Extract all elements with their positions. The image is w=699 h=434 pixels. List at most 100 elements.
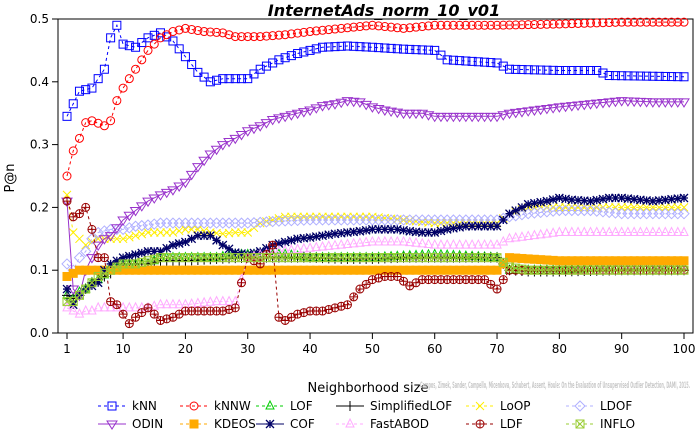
data-point-ldf [143, 303, 153, 313]
data-point-fastabod [373, 235, 384, 246]
data-point-fastabod [87, 304, 97, 315]
data-point-knnw [648, 17, 658, 27]
data-point-odin [248, 124, 260, 135]
data-point-knnw [143, 45, 153, 55]
data-point-knn [604, 71, 614, 81]
data-point-knn [311, 44, 321, 54]
data-point-ldof [79, 245, 92, 258]
data-point-knn [517, 65, 527, 75]
data-point-cof [380, 224, 390, 234]
data-point-ldof [136, 219, 148, 232]
data-point-odin [453, 112, 466, 123]
data-point-cof [430, 228, 440, 237]
data-point-fastabod [380, 235, 390, 246]
data-point-cof [461, 221, 471, 231]
data-point-cof [586, 196, 595, 206]
data-point-fastabod [68, 304, 79, 315]
x-tick-label: 50 [365, 342, 380, 356]
data-point-fastabod [616, 226, 627, 237]
data-point-odin [634, 97, 647, 108]
data-point-odin [135, 202, 148, 212]
data-point-cof [255, 246, 265, 256]
data-point-fastabod [560, 226, 571, 237]
data-point-ldf [87, 224, 97, 234]
data-point-knnw [392, 23, 402, 33]
data-point-odin [484, 112, 497, 123]
data-point-fastabod [305, 242, 315, 252]
data-point-knnw [149, 39, 159, 49]
x-tick-label: 40 [302, 342, 317, 356]
data-point-cof [361, 225, 371, 235]
x-tick-label: 70 [489, 342, 504, 356]
data-point-knnw [554, 19, 564, 29]
data-point-ldf [486, 279, 496, 289]
legend-label: COF [290, 417, 315, 431]
data-point-fastabod [193, 297, 203, 307]
data-point-knnw [199, 27, 209, 37]
data-point-loop [629, 203, 639, 212]
data-point-knn [592, 65, 602, 75]
series-markers-ldof [61, 204, 690, 276]
data-point-knnw [230, 32, 240, 42]
y-tick-label: 0.0 [30, 326, 49, 340]
data-point-knnw [623, 17, 633, 27]
data-point-knnw [598, 18, 608, 28]
data-point-knn [586, 65, 596, 75]
data-point-fastabod [442, 238, 452, 249]
series-odin [61, 97, 690, 302]
data-point-cof [324, 230, 334, 240]
data-point-odin [403, 109, 416, 120]
data-point-odin [590, 99, 603, 110]
data-point-cof [180, 237, 190, 247]
data-point-cof [193, 231, 203, 241]
data-point-ldf [342, 300, 352, 310]
data-point-ldof [73, 251, 86, 264]
data-point-odin [241, 127, 254, 137]
data-point-odin [341, 97, 354, 107]
data-point-fastabod [485, 238, 496, 249]
data-point-knnw [311, 26, 321, 36]
data-point-cof [168, 240, 178, 250]
data-point-fastabod [473, 238, 484, 249]
data-point-odin [216, 141, 229, 151]
data-point-knnw [492, 20, 502, 30]
data-point-knn [336, 41, 346, 51]
data-point-kdeos [492, 265, 502, 275]
data-point-knnw [268, 31, 278, 41]
data-point-knn [673, 72, 683, 82]
data-point-loop [162, 228, 172, 237]
data-point-knnw [131, 64, 141, 74]
data-point-knnw [442, 20, 452, 30]
data-point-fastabod [174, 298, 184, 309]
data-point-ldf [218, 306, 228, 316]
data-point-knn [573, 65, 583, 75]
data-point-ldf [498, 275, 508, 285]
data-point-ldof [266, 215, 279, 228]
data-point-odin [347, 97, 360, 108]
data-point-cof [492, 221, 502, 231]
data-point-knnw [293, 28, 303, 38]
data-point-knn [355, 42, 365, 52]
data-point-knnw [361, 21, 371, 31]
data-point-knnw [168, 27, 178, 37]
data-point-cof [230, 248, 240, 258]
data-point-loop [617, 203, 627, 212]
data-point-odin [129, 207, 142, 217]
y-tick-label: 0.1 [30, 263, 49, 277]
data-point-cof [311, 232, 321, 242]
data-point-odin [534, 105, 547, 116]
data-point-odin [622, 97, 634, 107]
data-point-ldf [349, 292, 359, 302]
data-point-cof [473, 221, 483, 231]
data-point-loop [349, 212, 359, 222]
legend-item-cof: COF [256, 417, 315, 431]
data-point-fastabod [211, 295, 222, 306]
data-point-knnw [405, 23, 415, 33]
legend-swatch-marker [107, 401, 117, 411]
data-point-ldf [149, 309, 159, 319]
series-knn [62, 20, 689, 121]
data-point-knn [504, 64, 514, 74]
data-point-knnw [517, 20, 527, 30]
data-point-knnw [635, 17, 645, 27]
data-point-odin [223, 137, 235, 148]
